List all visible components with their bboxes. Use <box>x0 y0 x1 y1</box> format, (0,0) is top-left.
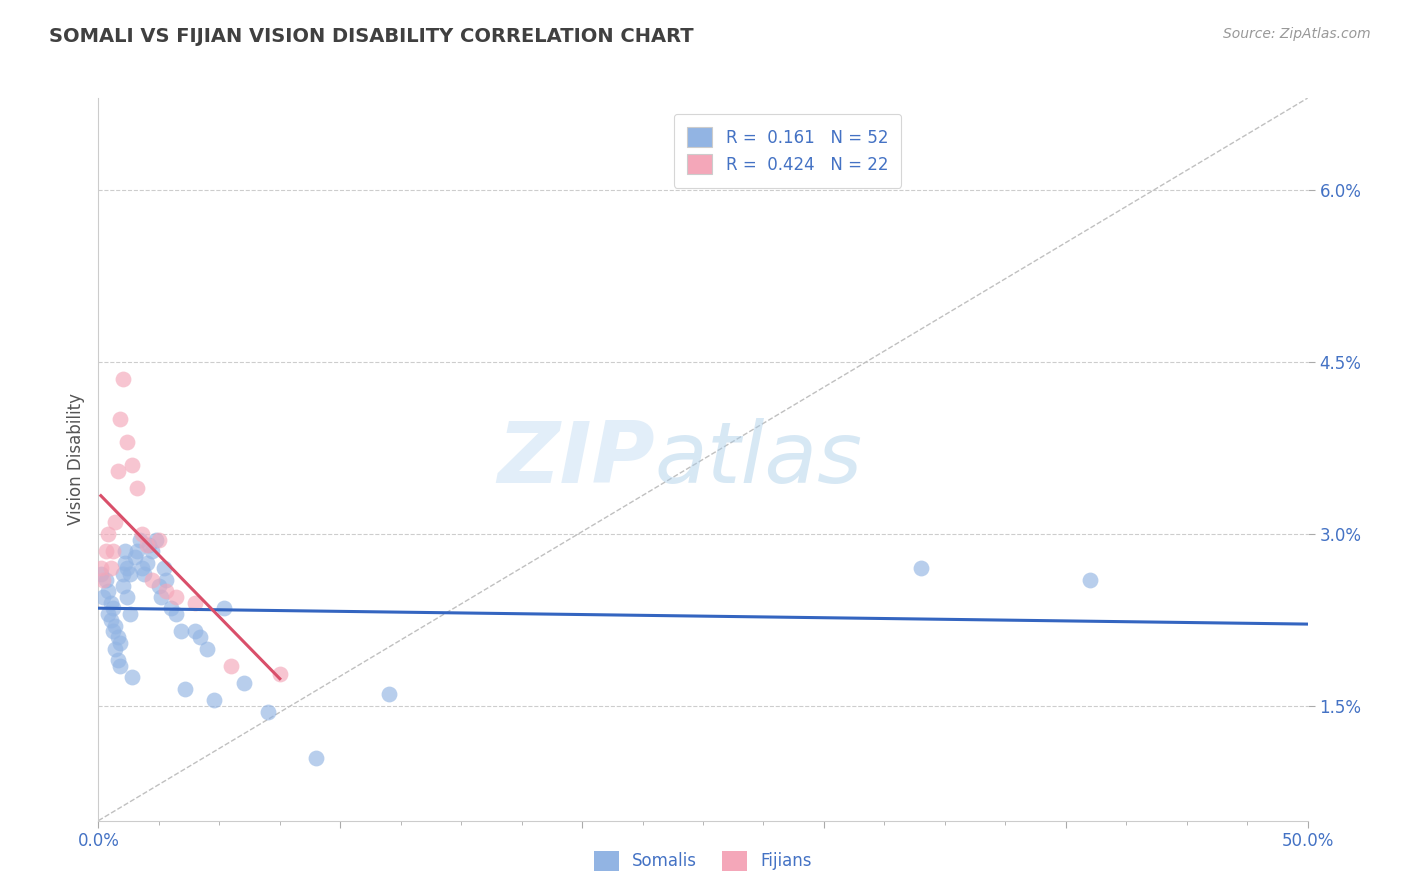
Point <box>221 658 243 673</box>
Point <box>97 527 120 541</box>
Point <box>111 372 134 386</box>
Point <box>127 544 149 558</box>
Point <box>108 658 131 673</box>
Point <box>131 527 153 541</box>
Point <box>121 458 143 472</box>
Point <box>232 676 254 690</box>
Point <box>184 596 207 610</box>
Point <box>104 641 127 656</box>
Point <box>165 607 187 622</box>
Legend: Somalis, Fijians: Somalis, Fijians <box>585 842 821 880</box>
Point <box>97 584 120 599</box>
Text: SOMALI VS FIJIAN VISION DISABILITY CORRELATION CHART: SOMALI VS FIJIAN VISION DISABILITY CORRE… <box>49 27 693 45</box>
Point <box>256 705 278 719</box>
Point <box>104 516 127 530</box>
Point <box>107 630 129 644</box>
Point <box>94 573 117 587</box>
Point <box>114 544 136 558</box>
Y-axis label: Vision Disability: Vision Disability <box>66 393 84 525</box>
Point <box>155 573 177 587</box>
Point <box>269 666 291 681</box>
Point <box>124 549 146 564</box>
Point <box>101 624 124 639</box>
Point <box>169 624 191 639</box>
Point <box>100 613 122 627</box>
Point <box>117 590 139 604</box>
Point <box>148 578 170 592</box>
Point <box>111 567 134 582</box>
Point <box>145 533 167 547</box>
Point <box>138 538 160 552</box>
Point <box>152 561 174 575</box>
Point <box>131 561 153 575</box>
Point <box>94 544 117 558</box>
Point <box>204 693 226 707</box>
Point <box>155 584 177 599</box>
Point <box>188 630 211 644</box>
Point <box>111 578 134 592</box>
Point <box>910 561 932 575</box>
Point <box>305 750 328 764</box>
Point <box>148 533 170 547</box>
Point <box>160 601 183 615</box>
Point <box>141 544 163 558</box>
Point <box>165 590 187 604</box>
Point <box>91 590 114 604</box>
Point <box>135 556 157 570</box>
Point <box>118 607 141 622</box>
Point <box>212 601 235 615</box>
Text: atlas: atlas <box>655 417 863 501</box>
Point <box>141 573 163 587</box>
Point <box>174 681 197 696</box>
Point <box>121 670 143 684</box>
Point <box>184 624 207 639</box>
Point <box>377 688 399 702</box>
Point <box>101 601 124 615</box>
Point <box>150 590 173 604</box>
Legend: R =  0.161   N = 52, R =  0.424   N = 22: R = 0.161 N = 52, R = 0.424 N = 22 <box>673 113 901 187</box>
Point <box>114 556 136 570</box>
Point <box>104 618 127 632</box>
Point <box>108 412 131 426</box>
Point <box>100 561 122 575</box>
Point <box>117 435 139 450</box>
Point <box>118 567 141 582</box>
Text: ZIP: ZIP <box>496 417 655 501</box>
Point <box>97 607 120 622</box>
Point <box>101 544 124 558</box>
Point <box>90 567 112 582</box>
Text: Source: ZipAtlas.com: Source: ZipAtlas.com <box>1223 27 1371 41</box>
Point <box>107 464 129 478</box>
Point <box>134 567 156 582</box>
Point <box>90 561 112 575</box>
Point <box>117 561 139 575</box>
Point <box>127 481 149 495</box>
Point <box>195 641 218 656</box>
Point <box>108 636 131 650</box>
Point <box>135 538 157 552</box>
Point <box>128 533 150 547</box>
Point <box>91 573 114 587</box>
Point <box>107 653 129 667</box>
Point <box>1078 573 1101 587</box>
Point <box>100 596 122 610</box>
